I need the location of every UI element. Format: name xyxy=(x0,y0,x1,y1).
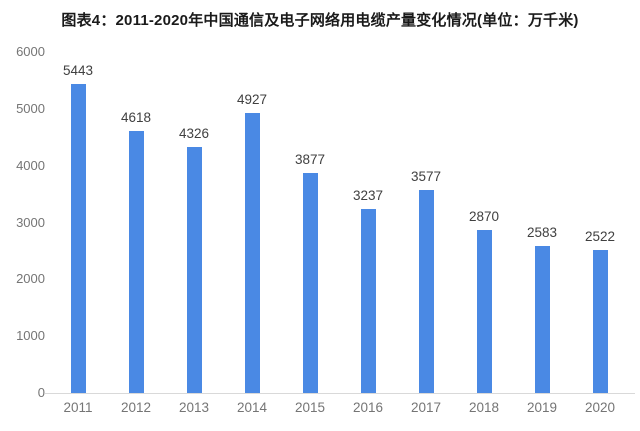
y-axis-tick-label: 2000 xyxy=(16,271,45,287)
bar-2017 xyxy=(418,189,434,393)
x-axis-line xyxy=(45,393,635,394)
x-axis-tick-label: 2015 xyxy=(294,400,326,415)
y-axis-tick-label: 0 xyxy=(37,385,45,400)
bar-value-label: 2870 xyxy=(468,208,500,224)
bar-value-label: 3237 xyxy=(352,188,384,204)
x-axis-tick-label: 2013 xyxy=(178,400,210,415)
y-axis-tick-label: 4000 xyxy=(16,157,45,173)
bar-value-label: 5443 xyxy=(62,62,94,78)
bar-2015 xyxy=(302,172,318,393)
bar-value-label: 4927 xyxy=(236,91,268,107)
bar-value-label: 4618 xyxy=(120,109,152,125)
x-axis-tick-label: 2019 xyxy=(526,400,558,415)
bar-2020 xyxy=(592,249,608,393)
bar-value-label: 2522 xyxy=(584,228,616,244)
bar-2018 xyxy=(476,229,492,393)
x-axis-tick-label: 2017 xyxy=(410,400,442,415)
x-axis-tick-label: 2014 xyxy=(236,400,268,415)
bar-2016 xyxy=(360,209,376,393)
x-axis-tick-label: 2011 xyxy=(63,400,93,415)
bar-value-label: 3877 xyxy=(294,151,326,167)
x-axis-tick-label: 2016 xyxy=(352,400,384,415)
bar-2012 xyxy=(128,130,144,393)
y-axis-tick-label: 5000 xyxy=(16,100,45,116)
x-axis-tick-label: 2018 xyxy=(468,400,500,415)
bar-2011 xyxy=(70,83,86,393)
y-axis-tick-label: 6000 xyxy=(16,44,45,59)
bar-2014 xyxy=(244,112,260,393)
bar-value-label: 2583 xyxy=(526,225,558,241)
x-axis-tick-label: 2012 xyxy=(120,400,152,415)
bar-2013 xyxy=(186,147,202,393)
y-axis-tick-label: 1000 xyxy=(16,328,45,344)
bar-value-label: 3577 xyxy=(410,168,442,184)
bar-2019 xyxy=(534,246,550,393)
x-axis-tick-label: 2020 xyxy=(584,400,616,415)
chart-title: 图表4：2011-2020年中国通信及电子网络用电缆产量变化情况(单位：万千米) xyxy=(61,12,579,29)
bar-value-label: 4326 xyxy=(178,126,210,142)
y-axis-tick-label: 3000 xyxy=(16,214,45,230)
